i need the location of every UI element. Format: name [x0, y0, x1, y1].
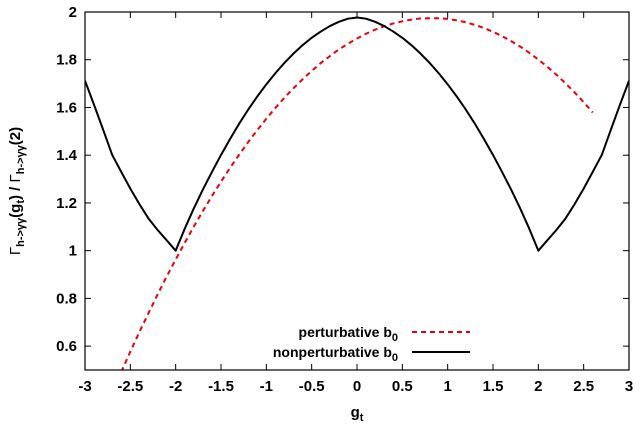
- x-tick-label: -3: [78, 378, 91, 395]
- x-tick-label: 2: [534, 378, 542, 395]
- x-tick-label: 1.5: [483, 378, 504, 395]
- x-tick-label: -0.5: [299, 378, 325, 395]
- x-axis-label: gt: [351, 404, 364, 424]
- legend-label-perturbative: perturbative b0: [299, 324, 398, 344]
- tick-labels: -3 -2.5 -2 -1.5 -1 -0.5 0 0.5 1 1.5 2 2.5 3 0.6 0.8 1 1.…: [56, 4, 633, 395]
- plot-frame: [84, 11, 630, 371]
- y-tick-label: 1.8: [56, 52, 77, 69]
- legend-label-nonperturbative: nonperturbative b0: [273, 344, 398, 364]
- legend: perturbative b0 nonperturbative b0: [273, 324, 470, 364]
- x-tick-label: 2.5: [573, 378, 594, 395]
- y-tick-label: 0.6: [56, 338, 77, 355]
- x-tick-label: 0: [353, 378, 361, 395]
- y-tick-label: 1.4: [56, 147, 78, 164]
- x-tick-label: -1.5: [208, 378, 234, 395]
- x-tick-label: -2: [169, 378, 182, 395]
- series-line-perturbative: [121, 17, 594, 370]
- y-tick-label: 0.8: [56, 290, 77, 307]
- legend-entry-perturbative: perturbative b0: [299, 324, 470, 344]
- y-tick-label: 1: [69, 243, 77, 260]
- series-line-nonperturbative: [85, 16, 629, 252]
- y-tick-label: 2: [69, 4, 77, 21]
- y-tick-label: 1.6: [56, 99, 77, 116]
- x-tick-label: 0.5: [392, 378, 413, 395]
- x-tick-label: -2.5: [117, 378, 143, 395]
- legend-entry-nonperturbative: nonperturbative b0: [273, 344, 470, 364]
- series-layer: [85, 16, 629, 370]
- y-tick-label: 1.2: [56, 195, 77, 212]
- ticks: [84, 11, 630, 370]
- x-tick-label: 1: [443, 378, 451, 395]
- x-tick-label: 3: [625, 378, 633, 395]
- x-tick-label: -1: [260, 378, 273, 395]
- y-axis-label: Γh->γγ(gt) / Γh->γγ(2): [7, 127, 27, 255]
